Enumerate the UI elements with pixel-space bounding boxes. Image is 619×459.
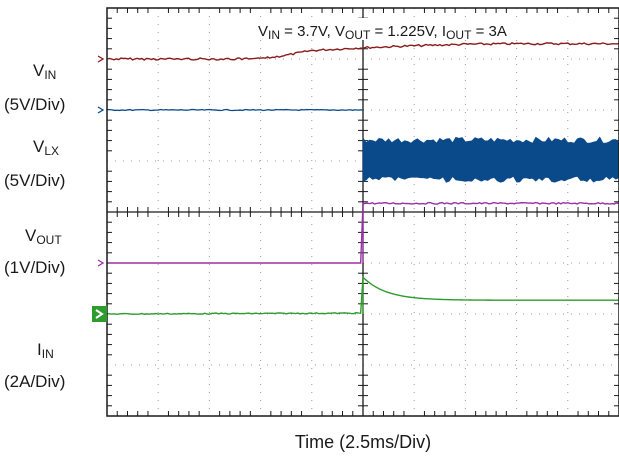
svg-text:VOUT: VOUT — [25, 226, 62, 247]
channel-markers — [92, 55, 107, 322]
plot-frame — [106, 7, 619, 417]
svg-text:VIN: VIN — [33, 61, 56, 82]
series-vin — [106, 42, 619, 61]
svg-text:VIN = 3.7V, VOUT = 1.225V, IOU: VIN = 3.7V, VOUT = 1.225V, IOUT = 3A — [258, 23, 507, 42]
annotation-vout: V — [335, 23, 345, 40]
channel-label-vlx: VLX (5V/Div) — [4, 137, 65, 190]
marker-iin — [92, 306, 107, 322]
condition-annotation: VIN = 3.7V, VOUT = 1.225V, IOUT = 3A — [250, 18, 612, 42]
marker-vout — [97, 259, 105, 267]
annotation-iout-sub: OUT — [446, 28, 472, 42]
annotation-vin: V — [258, 23, 268, 40]
channel-label-iin: IIN (2A/Div) — [4, 340, 65, 391]
annotation-vout-value: = 1.225V, — [370, 23, 442, 40]
channel-scale-vout: (1V/Div) — [4, 258, 65, 277]
svg-text:IIN: IIN — [37, 340, 54, 361]
annotation-iout-value: = 3A — [471, 23, 506, 40]
marker-iin-arrow — [95, 309, 104, 319]
series-vlx-switching — [362, 136, 619, 183]
annotation-iout: I — [442, 23, 446, 40]
marker-vin — [97, 55, 105, 63]
svg-text:VLX: VLX — [33, 137, 59, 158]
annotation-vout-sub: OUT — [345, 28, 371, 42]
channel-scale-vin: (5V/Div) — [4, 95, 65, 114]
annotation-vin-value: = 3.7V, — [280, 23, 335, 40]
channel-scale-vlx: (5V/Div) — [4, 171, 65, 190]
x-axis-label: Time (2.5ms/Div) — [295, 432, 431, 452]
channel-scale-iin: (2A/Div) — [4, 372, 65, 391]
traces — [106, 42, 619, 316]
annotation-vin-sub: IN — [268, 28, 280, 42]
marker-vlx — [97, 106, 105, 114]
channel-label-vout: VOUT (1V/Div) — [4, 226, 65, 277]
channel-label-vin: VIN (5V/Div) — [4, 61, 65, 114]
series-vlx-idle — [106, 108, 364, 112]
